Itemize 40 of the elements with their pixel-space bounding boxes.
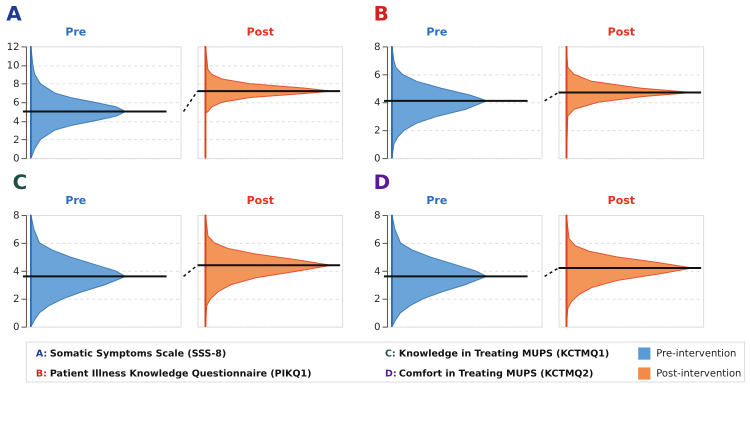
y-tick-label: 6 — [374, 238, 380, 250]
chart-title: A — [6, 1, 22, 26]
text: Post — [608, 194, 636, 207]
y-tick-label: 6 — [13, 98, 20, 109]
y-tick-label: 12 — [6, 42, 20, 53]
chart-title: D — [374, 170, 390, 194]
y-tick-label: 8 — [13, 210, 20, 222]
text: Pre — [65, 194, 86, 207]
y-tick-label: 2 — [374, 126, 380, 137]
y-tick-label: 2 — [13, 294, 20, 306]
y-tick-label: 2 — [374, 294, 380, 306]
text: A: Somatic Symptoms Scale (SSS-8) — [36, 348, 226, 360]
text: C: Knowledge in Treating MUPS (KCTMQ1) — [384, 348, 610, 360]
chart-title: C — [12, 170, 28, 194]
y-tick-label: 0 — [13, 154, 20, 165]
y-tick-label: 10 — [6, 60, 20, 72]
y-tick-label: 0 — [13, 322, 20, 334]
y-tick-label: 4 — [13, 266, 20, 278]
y-tick-label: 6 — [13, 238, 20, 250]
text: D: Comfort in Treating MUPS (KCTMQ2) — [384, 368, 594, 380]
text: Post — [246, 194, 274, 207]
text: Pre — [426, 194, 448, 207]
y-tick-label: 2 — [13, 134, 20, 146]
text: B: Patient Illness Knowledge Questionnaire (PIKQ1) — [36, 368, 312, 380]
text: Post — [608, 25, 636, 38]
y-tick-label: 8 — [13, 79, 20, 90]
y-tick-label: 0 — [374, 322, 380, 334]
y-tick-label: 4 — [374, 266, 380, 278]
y-tick-label: 8 — [374, 210, 380, 222]
text: Pre — [65, 25, 86, 38]
legend-label: Pre-intervention — [656, 348, 736, 360]
y-tick-label: 4 — [374, 98, 380, 109]
text: Post — [246, 25, 274, 38]
legend-label: Post-intervention — [656, 368, 742, 380]
y-tick-label: 0 — [374, 154, 380, 165]
text: Pre — [426, 25, 448, 38]
y-tick-label: 6 — [374, 70, 380, 81]
y-tick-label: 8 — [374, 42, 380, 53]
y-tick-label: 4 — [13, 116, 20, 128]
chart-title: B — [374, 1, 389, 26]
